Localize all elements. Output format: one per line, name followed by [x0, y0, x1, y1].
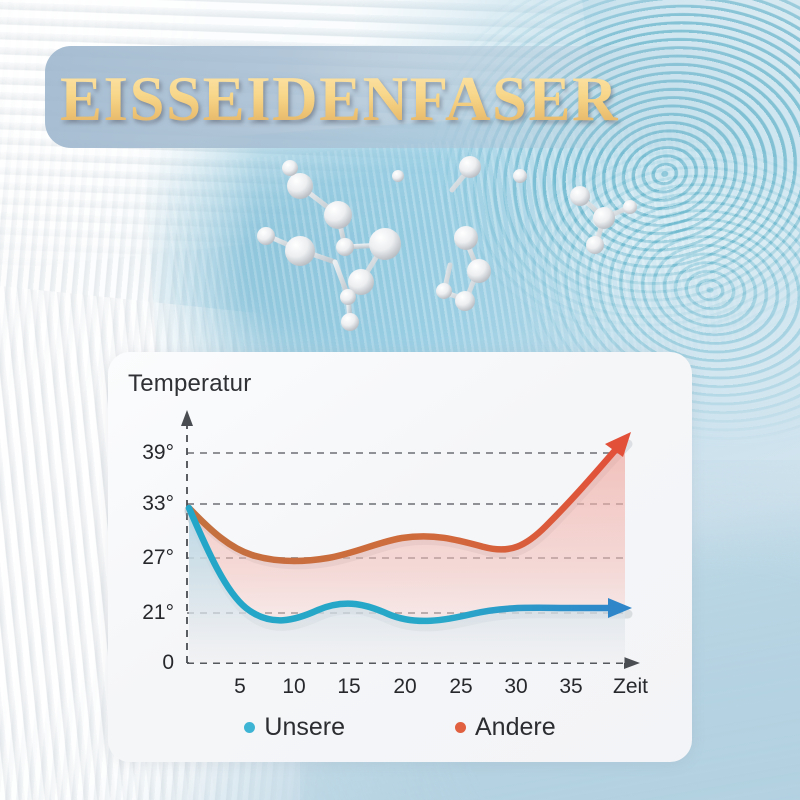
- chart-legend: Unsere Andere: [108, 704, 692, 750]
- x-tick-30: 30: [504, 675, 528, 698]
- temperature-chart-card: Temperatur: [108, 352, 692, 762]
- y-tick-21: 21°: [142, 601, 174, 624]
- unsere-line: [185, 504, 620, 625]
- y-tick-33: 33°: [142, 492, 174, 515]
- chart-title: Temperatur: [128, 370, 252, 397]
- y-tick-39: 39°: [142, 441, 174, 464]
- x-tick-25: 25: [449, 675, 473, 698]
- legend-dot-icon-andere: [454, 721, 466, 733]
- x-tick-20: 20: [393, 675, 417, 698]
- unsere-line-arrow: [608, 598, 632, 618]
- unsere-area: [189, 508, 625, 663]
- x-axis-label: Zeit: [613, 675, 649, 698]
- legend-item-andere[interactable]: Andere: [454, 712, 556, 742]
- y-tick-0: 0: [162, 651, 174, 674]
- title-banner-panel: [45, 46, 735, 148]
- page-title: EISSEIDENFASER: [60, 58, 780, 140]
- x-tick-10: 10: [282, 675, 306, 698]
- legend-label-unsere: Unsere: [264, 712, 345, 741]
- legend-label-andere: Andere: [474, 712, 556, 741]
- x-tick-15: 15: [337, 675, 361, 698]
- x-tick-5: 5: [234, 675, 246, 698]
- y-axis-arrow: [181, 410, 193, 426]
- legend-item-unsere[interactable]: Unsere: [244, 713, 345, 742]
- x-tick-35: 35: [559, 675, 583, 698]
- x-axis-arrow: [624, 657, 640, 669]
- legend-dot-icon-unsere: [244, 721, 256, 733]
- temperature-chart-plot: [181, 410, 640, 669]
- andere-line-arrow: [605, 432, 631, 457]
- andere-line: [185, 443, 622, 565]
- y-tick-27: 27°: [142, 546, 174, 569]
